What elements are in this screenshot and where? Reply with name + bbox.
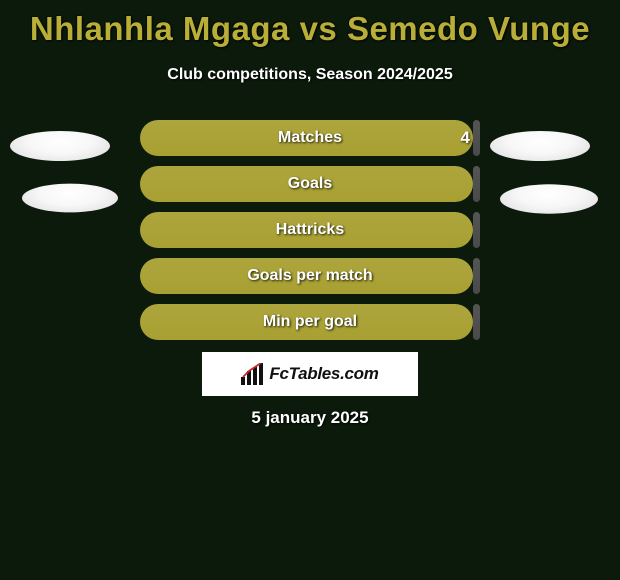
stat-row: Hattricks	[0, 212, 620, 248]
stat-bar-left	[140, 212, 473, 248]
fctables-logo: FcTables.com	[202, 352, 418, 396]
stat-bar-left	[140, 166, 473, 202]
stat-row: Matches4	[0, 120, 620, 156]
stat-bar-right	[473, 304, 480, 340]
stats-container: Matches4 Goals Hattricks Goals per match Min…	[0, 120, 620, 350]
stat-row: Goals	[0, 166, 620, 202]
stat-bar-track	[140, 166, 480, 202]
stat-bar-track	[140, 304, 480, 340]
stat-row: Goals per match	[0, 258, 620, 294]
stat-bar-right	[473, 120, 480, 156]
stat-row: Min per goal	[0, 304, 620, 340]
stat-bar-right	[473, 212, 480, 248]
stat-value-right: 4	[461, 120, 470, 156]
bars-icon	[241, 363, 265, 385]
stat-bar-right	[473, 258, 480, 294]
page-title: Nhlanhla Mgaga vs Semedo Vunge	[0, 0, 620, 48]
logo-text: FcTables.com	[269, 364, 378, 384]
stat-bar-right	[473, 166, 480, 202]
stat-bar-left	[140, 304, 473, 340]
stat-bar-left	[140, 120, 473, 156]
stat-bar-track	[140, 258, 480, 294]
stat-bar-left	[140, 258, 473, 294]
stat-bar-track	[140, 212, 480, 248]
footer-date: 5 january 2025	[0, 408, 620, 428]
subtitle: Club competitions, Season 2024/2025	[0, 66, 620, 84]
stat-bar-track	[140, 120, 480, 156]
